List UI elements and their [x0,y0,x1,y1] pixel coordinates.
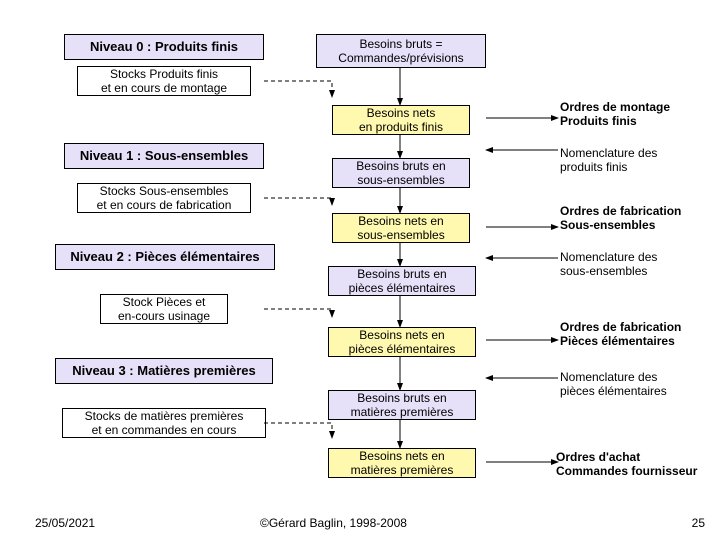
niveau2-label: Niveau 2 : Pièces élémentaires [70,249,259,265]
stocks-pf-l1: Stocks Produits finis [110,67,218,81]
bn-pf-box: Besoins nets en produits finis [332,105,470,135]
bb-mp-l2: matières premières [351,405,454,419]
ordres-achat-label: Ordres d'achat Commandes fournisseur [556,450,716,479]
stocks-se-l2: et en cours de fabrication [97,198,232,212]
stocks-mp-l1: Stocks de matières premières [85,409,244,423]
stocks-pe-l1: Stock Pièces et [123,295,206,309]
bb-pe-l1: Besoins bruts en [357,267,446,281]
nomen-pe-label: Nomenclature des pièces élémentaires [560,370,720,399]
bn-pe-l1: Besoins nets en [359,328,444,342]
nomen-pf-label: Nomenclature des produits finis [560,146,720,175]
stocks-mp-l2: et en commandes en cours [92,423,237,437]
bn-se-l2: sous-ensembles [357,228,444,242]
stocks-pe-box: Stock Pièces et en-cours usinage [100,294,228,324]
bn-mp-l2: matières premières [351,463,454,477]
stocks-pf-l2: et en cours de montage [101,81,227,95]
bn-pe-box: Besoins nets en pièces élémentaires [328,327,476,357]
niveau0-box: Niveau 0 : Produits finis [64,34,264,60]
bn-mp-box: Besoins nets en matières premières [328,448,476,478]
bb-se-l2: sous-ensembles [357,173,444,187]
bn-se-l1: Besoins nets en [358,214,443,228]
ordres-pe-label: Ordres de fabrication Pièces élémentaire… [560,320,720,349]
stocks-pe-l2: en-cours usinage [118,309,210,323]
niveau2-box: Niveau 2 : Pièces élémentaires [55,244,275,270]
ordres-montage-label: Ordres de montage Produits finis [560,100,720,129]
bn-pf-l2: en produits finis [359,120,443,134]
stocks-pf-box: Stocks Produits finis et en cours de mon… [77,66,251,96]
niveau3-box: Niveau 3 : Matières premières [55,358,273,384]
ordres-se-label: Ordres de fabrication Sous-ensembles [560,204,720,233]
stocks-se-box: Stocks Sous-ensembles et en cours de fab… [77,183,251,213]
nomen-se-label: Nomenclature des sous-ensembles [560,250,720,279]
footer-copyright: ©Gérard Baglin, 1998-2008 [260,516,407,530]
bb-mp-l1: Besoins bruts en [357,391,446,405]
bn-mp-l1: Besoins nets en [359,449,444,463]
bb-se-l1: Besoins bruts en [356,159,445,173]
niveau3-label: Niveau 3 : Matières premières [72,363,256,379]
bb-pe-l2: pièces élémentaires [349,281,456,295]
bb-pf-l2: Commandes/prévisions [338,51,463,65]
footer-date: 25/05/2021 [35,516,95,530]
bn-se-box: Besoins nets en sous-ensembles [332,213,470,243]
bb-pf-box: Besoins bruts = Commandes/prévisions [316,34,486,68]
bn-pf-l1: Besoins nets [367,106,436,120]
bb-mp-box: Besoins bruts en matières premières [328,390,476,420]
bb-se-box: Besoins bruts en sous-ensembles [332,158,470,188]
niveau0-label: Niveau 0 : Produits finis [90,39,238,55]
niveau1-box: Niveau 1 : Sous-ensembles [64,143,264,169]
stocks-mp-box: Stocks de matières premières et en comma… [62,408,266,438]
bb-pe-box: Besoins bruts en pièces élémentaires [328,266,476,296]
bn-pe-l2: pièces élémentaires [349,342,456,356]
footer-page: 25 [692,516,705,530]
niveau1-label: Niveau 1 : Sous-ensembles [80,148,248,164]
stocks-se-l1: Stocks Sous-ensembles [100,184,229,198]
bb-pf-l1: Besoins bruts = [359,37,442,51]
